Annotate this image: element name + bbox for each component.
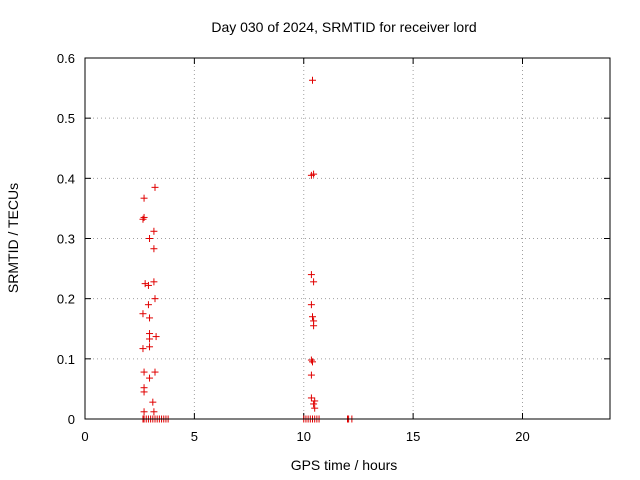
y-tick-label: 0.2 bbox=[57, 292, 75, 307]
data-point bbox=[150, 408, 158, 416]
data-point bbox=[151, 368, 159, 376]
data-point bbox=[307, 394, 315, 402]
y-tick-label: 0.6 bbox=[57, 51, 75, 66]
data-point bbox=[151, 295, 159, 303]
data-point bbox=[149, 398, 157, 406]
data-point bbox=[139, 215, 147, 223]
x-tick-label: 20 bbox=[515, 429, 529, 444]
data-point bbox=[150, 227, 158, 235]
data-point bbox=[146, 374, 154, 382]
data-point bbox=[146, 343, 154, 351]
data-point bbox=[144, 281, 152, 289]
data-point bbox=[150, 278, 158, 286]
data-point bbox=[146, 314, 154, 322]
data-point bbox=[141, 280, 149, 288]
data-point bbox=[310, 170, 318, 178]
data-point bbox=[307, 371, 315, 379]
y-tick-label: 0.1 bbox=[57, 352, 75, 367]
x-tick-label: 15 bbox=[406, 429, 420, 444]
data-point bbox=[146, 330, 154, 338]
data-point bbox=[150, 245, 158, 253]
data-point bbox=[140, 384, 148, 392]
x-axis-label: GPS time / hours bbox=[291, 457, 398, 473]
y-tick-label: 0.4 bbox=[57, 171, 75, 186]
axis-ticks: 0 0.1 0.2 0.3 0.4 0.5 0.6 0 5 10 15 20 bbox=[57, 51, 610, 444]
y-axis-label: SRMTID / TECUs bbox=[5, 183, 21, 293]
data-point bbox=[309, 76, 316, 84]
data-point bbox=[309, 358, 316, 366]
chart-title: Day 030 of 2024, SRMTID for receiver lor… bbox=[211, 19, 476, 35]
data-point bbox=[139, 310, 147, 318]
data-point bbox=[140, 194, 148, 202]
data-point bbox=[152, 333, 160, 341]
data-point bbox=[311, 404, 319, 412]
data-point bbox=[307, 356, 315, 364]
data-point bbox=[310, 278, 318, 286]
data-point bbox=[140, 213, 148, 221]
y-tick-label: 0 bbox=[68, 412, 75, 427]
data-point bbox=[310, 400, 318, 408]
x-tick-label: 10 bbox=[297, 429, 311, 444]
data-point bbox=[140, 408, 148, 416]
data-point bbox=[140, 368, 148, 376]
plot-frame bbox=[84, 57, 611, 420]
data-point bbox=[309, 313, 316, 321]
x-tick-label: 0 bbox=[81, 429, 88, 444]
data-point bbox=[311, 397, 319, 405]
y-tick-label: 0.5 bbox=[57, 111, 75, 126]
y-tick-label: 0.3 bbox=[57, 232, 75, 247]
data-point bbox=[139, 345, 147, 353]
grid-lines bbox=[85, 58, 610, 419]
x-tick-label: 5 bbox=[191, 429, 198, 444]
data-point bbox=[307, 271, 315, 279]
data-point bbox=[151, 183, 159, 191]
data-point bbox=[144, 301, 152, 309]
data-point bbox=[307, 301, 315, 309]
data-points bbox=[139, 76, 356, 423]
data-point bbox=[310, 317, 318, 325]
data-point bbox=[146, 235, 154, 242]
